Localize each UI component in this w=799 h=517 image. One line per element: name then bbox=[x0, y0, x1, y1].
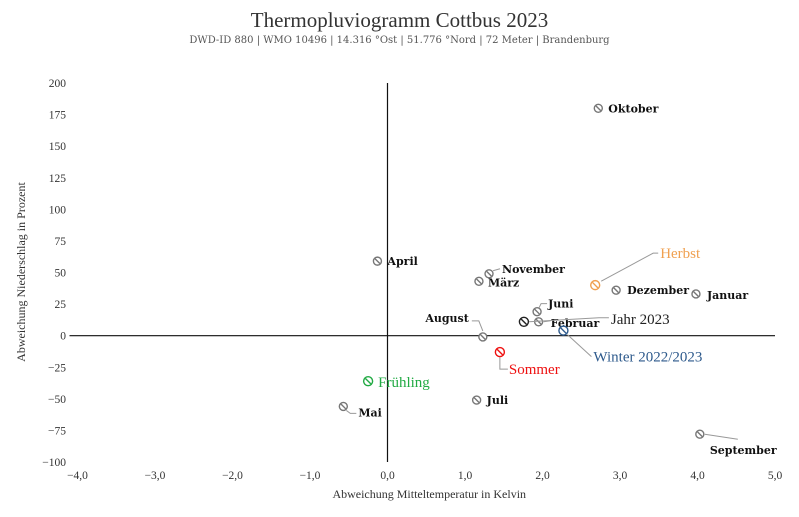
marker-hatch bbox=[340, 403, 347, 410]
year-label: Jahr 2023 bbox=[611, 312, 670, 328]
x-tick-label: 2,0 bbox=[535, 470, 550, 482]
x-tick-label: −2,0 bbox=[222, 470, 243, 482]
point-label: November bbox=[502, 263, 565, 276]
label-leader-line bbox=[600, 252, 659, 282]
marker-hatch bbox=[364, 377, 372, 385]
x-tick-label: 4,0 bbox=[690, 470, 705, 482]
point-label: April bbox=[386, 255, 417, 268]
y-tick-label: 200 bbox=[49, 78, 67, 90]
point-label: Juli bbox=[486, 394, 509, 407]
chart-title: Thermopluviogramm Cottbus 2023 bbox=[250, 8, 549, 32]
marker-hatch bbox=[613, 287, 620, 294]
marker-hatch bbox=[696, 431, 703, 438]
x-tick-label: −3,0 bbox=[145, 470, 166, 482]
point-label: August bbox=[424, 312, 469, 325]
point-label: September bbox=[710, 444, 777, 457]
x-axis-label: Abweichung Mitteltemperatur in Kelvin bbox=[332, 487, 526, 501]
season-label: Winter 2022/2023 bbox=[593, 350, 702, 366]
x-tick-label: −4,0 bbox=[67, 470, 88, 482]
point-label: Mai bbox=[358, 406, 381, 419]
x-tick-label: 1,0 bbox=[458, 470, 473, 482]
y-tick-label: 100 bbox=[49, 204, 67, 216]
point-label: Dezember bbox=[627, 284, 689, 297]
y-tick-label: 75 bbox=[55, 236, 67, 248]
season-label: Sommer bbox=[509, 362, 560, 378]
marker-hatch bbox=[486, 270, 492, 277]
point-label: Juni bbox=[547, 298, 573, 311]
label-leader-line bbox=[567, 334, 592, 357]
x-tick-label: 5,0 bbox=[768, 470, 783, 482]
marker-hatch bbox=[473, 397, 480, 403]
point-label: März bbox=[488, 276, 519, 289]
marker-hatch bbox=[693, 291, 699, 297]
marker-hatch bbox=[595, 105, 602, 112]
label-leader-line bbox=[538, 303, 548, 308]
x-tick-label: 3,0 bbox=[613, 470, 628, 482]
marker-hatch bbox=[476, 278, 482, 285]
marker-hatch bbox=[520, 318, 528, 325]
marker-hatch bbox=[479, 334, 486, 340]
y-tick-label: −100 bbox=[42, 457, 66, 469]
marker-hatch bbox=[496, 348, 504, 356]
chart-subtitle: DWD-ID 880 | WMO 10496 | 14.316 °Ost | 5… bbox=[189, 35, 610, 46]
y-tick-label: 25 bbox=[55, 299, 67, 311]
y-tick-label: 175 bbox=[49, 110, 67, 122]
label-leader-line bbox=[528, 317, 609, 323]
marker-hatch bbox=[534, 308, 540, 315]
season-label: Herbst bbox=[660, 246, 701, 262]
y-tick-label: 50 bbox=[55, 268, 67, 280]
label-leader-line bbox=[499, 357, 508, 370]
label-leader-line bbox=[471, 320, 484, 332]
marker-hatch bbox=[374, 258, 381, 265]
y-tick-label: 150 bbox=[49, 141, 67, 153]
marker-hatch bbox=[592, 281, 599, 289]
label-leader-line bbox=[492, 268, 501, 272]
season-label: Frühling bbox=[378, 375, 430, 391]
label-leader-line bbox=[346, 410, 357, 414]
y-tick-label: −25 bbox=[48, 362, 66, 374]
y-tick-label: 0 bbox=[60, 331, 66, 343]
label-leader-line bbox=[704, 433, 738, 440]
y-tick-label: 125 bbox=[49, 173, 67, 185]
point-label: Januar bbox=[706, 289, 748, 302]
y-tick-label: −50 bbox=[48, 394, 66, 406]
point-label: Oktober bbox=[608, 102, 658, 115]
x-tick-label: 0,0 bbox=[380, 470, 395, 482]
marker-hatch bbox=[560, 327, 567, 334]
y-axis-label: Abweichung Niederschlag in Prozent bbox=[14, 182, 28, 362]
y-tick-label: −75 bbox=[48, 425, 66, 437]
x-tick-label: −1,0 bbox=[300, 470, 321, 482]
marker-hatch bbox=[535, 318, 542, 325]
